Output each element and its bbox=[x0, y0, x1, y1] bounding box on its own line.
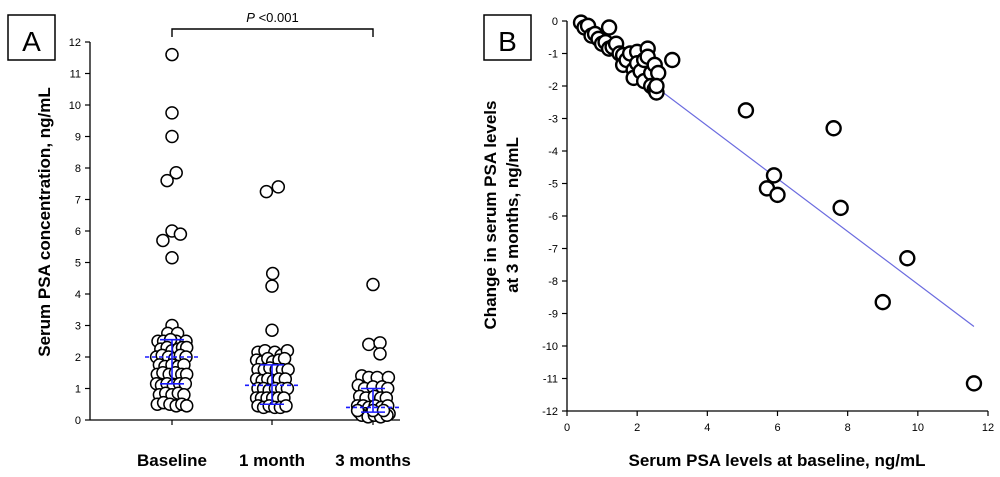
y-tick-label: 11 bbox=[70, 69, 81, 81]
y-tick-label: 3 bbox=[75, 321, 81, 333]
category-label: 3 months bbox=[335, 451, 411, 470]
data-point bbox=[737, 102, 755, 119]
y-tick-label: -1 bbox=[548, 49, 558, 61]
x-tick-label: 10 bbox=[912, 422, 924, 434]
x-tick-label: 6 bbox=[774, 422, 780, 434]
data-point bbox=[271, 180, 286, 194]
data-point bbox=[765, 167, 783, 184]
data-point bbox=[965, 375, 983, 392]
panel-a-points bbox=[149, 47, 396, 424]
y-tick-label: 12 bbox=[69, 37, 81, 49]
y-tick-label: 6 bbox=[75, 226, 81, 238]
y-tick-label: 5 bbox=[75, 258, 81, 270]
data-point bbox=[259, 184, 274, 199]
x-tick-label: 12 bbox=[982, 422, 994, 434]
y-tick-label: -3 bbox=[548, 114, 558, 126]
category-label: 1 month bbox=[239, 451, 305, 470]
y-tick-label: 4 bbox=[75, 289, 81, 301]
y-tick-label: 8 bbox=[75, 163, 81, 175]
panel-b-x-axis-label: Serum PSA levels at baseline, ng/mL bbox=[629, 451, 926, 470]
panel-b-y-ticks: 0 -1 -2 -3 -4 -5 -6 -7 -8 -9 -10 -11 -12 bbox=[542, 16, 567, 418]
significance-bracket bbox=[171, 28, 374, 37]
y-tick-label: 7 bbox=[75, 195, 81, 207]
data-point bbox=[265, 266, 280, 281]
data-point bbox=[277, 351, 292, 366]
panel-a-axes bbox=[89, 42, 400, 421]
data-point bbox=[376, 403, 391, 418]
panel-b-label: B bbox=[498, 26, 517, 57]
panel-a-label-box bbox=[7, 14, 56, 61]
panel-b-y-axis-label-line-2: at 3 months, ng/mL bbox=[503, 137, 522, 293]
y-tick-label: 10 bbox=[69, 100, 81, 112]
panel-b: B 0 2 4 6 8 10 12 0 -1 -2 -3 -4 -5 -6 -7 -8 -9 -10 -11 -12… bbox=[481, 14, 994, 470]
data-point bbox=[664, 51, 681, 69]
data-point bbox=[600, 19, 618, 36]
panel-a-category-labels: Baseline 1 month 3 months bbox=[137, 420, 411, 470]
panel-b-label-box bbox=[483, 14, 532, 61]
data-point bbox=[165, 129, 179, 144]
data-point bbox=[362, 337, 376, 352]
data-point bbox=[648, 77, 665, 95]
category-label: Baseline bbox=[137, 451, 207, 470]
data-point bbox=[165, 251, 179, 265]
p-value-label: P <0.001 bbox=[246, 10, 298, 25]
y-tick-label: -9 bbox=[548, 309, 558, 321]
data-point bbox=[874, 293, 891, 311]
data-point bbox=[165, 47, 179, 62]
panel-b-y-axis-label-line-1: Change in serum PSA levels bbox=[481, 101, 500, 330]
y-tick-label: 1 bbox=[75, 384, 81, 396]
data-point bbox=[265, 323, 279, 337]
data-point bbox=[350, 403, 365, 418]
data-point bbox=[373, 336, 387, 350]
y-tick-label: -4 bbox=[548, 146, 558, 158]
x-tick-label: 8 bbox=[845, 422, 851, 434]
y-tick-label: -11 bbox=[543, 374, 558, 386]
panel-a-significance-bracket: P <0.001 bbox=[171, 10, 374, 37]
data-point bbox=[899, 250, 916, 267]
data-point bbox=[179, 399, 194, 413]
y-tick-label: -2 bbox=[548, 81, 558, 93]
y-tick-label: 0 bbox=[552, 16, 558, 28]
panel-b-x-ticks: 0 2 4 6 8 10 12 bbox=[564, 411, 994, 434]
panel-a-summary-bars bbox=[145, 338, 400, 413]
x-tick-label: 0 bbox=[564, 422, 570, 434]
data-point bbox=[156, 233, 170, 248]
data-point bbox=[169, 165, 183, 180]
p-value-text: <0.001 bbox=[255, 10, 299, 25]
p-value-symbol: P bbox=[246, 10, 255, 25]
y-tick-label: -7 bbox=[548, 244, 558, 256]
x-tick-label: 2 bbox=[634, 422, 640, 434]
y-tick-label: -6 bbox=[548, 211, 558, 223]
data-point bbox=[366, 277, 380, 292]
y-tick-label: 0 bbox=[75, 415, 81, 427]
y-tick-label: 9 bbox=[75, 132, 81, 144]
data-point bbox=[265, 279, 279, 293]
data-point bbox=[825, 120, 842, 137]
data-point bbox=[832, 199, 849, 217]
data-point bbox=[160, 173, 174, 188]
data-point bbox=[650, 64, 667, 82]
panel-a-label: A bbox=[22, 26, 41, 57]
data-point bbox=[165, 106, 179, 120]
data-point bbox=[769, 186, 786, 204]
data-point bbox=[373, 347, 387, 361]
x-tick-label: 4 bbox=[704, 422, 710, 434]
y-tick-label: -10 bbox=[542, 341, 558, 353]
y-tick-label: -8 bbox=[548, 276, 558, 288]
data-point bbox=[173, 227, 188, 241]
y-tick-label: 2 bbox=[75, 352, 81, 364]
data-point bbox=[279, 399, 293, 413]
y-tick-label: -5 bbox=[548, 179, 558, 191]
panel-a-y-axis-label: Serum PSA concentration, ng/mL bbox=[35, 87, 54, 357]
panel-b-points bbox=[572, 14, 983, 392]
y-tick-label: -12 bbox=[542, 406, 558, 418]
